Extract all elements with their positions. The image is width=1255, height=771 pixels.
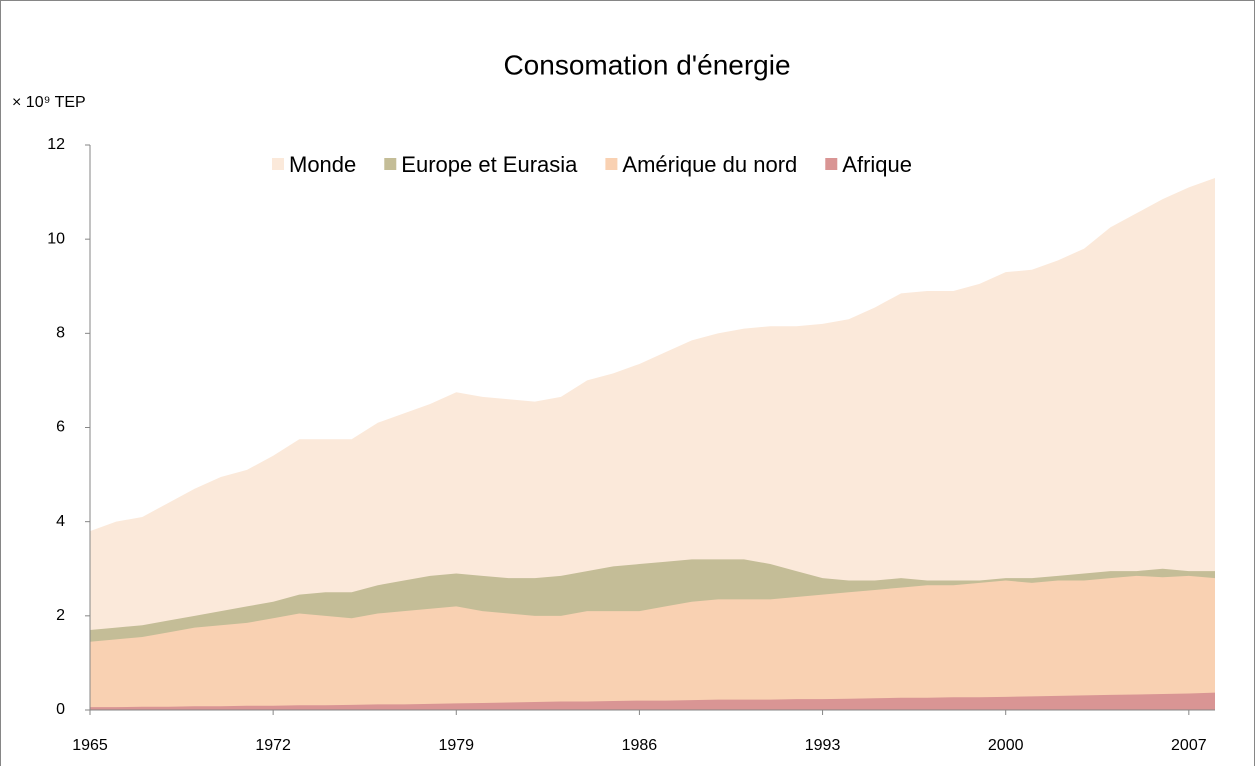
legend-swatch	[272, 158, 284, 170]
x-tick-label: 2000	[988, 737, 1024, 754]
x-tick-label: 1972	[255, 737, 291, 754]
legend-label: Amérique du nord	[622, 152, 797, 177]
legend-swatch	[384, 158, 397, 170]
legend-swatch	[605, 158, 618, 170]
x-tick-label: 2007	[1171, 737, 1207, 754]
y-tick-label: 8	[56, 325, 65, 342]
y-tick-label: 10	[47, 230, 65, 247]
y-tick-label: 2	[56, 607, 65, 624]
y-tick-label: 0	[56, 701, 65, 718]
y-axis-label: × 10⁹ TEP	[12, 94, 86, 111]
x-tick-label: 1979	[438, 737, 474, 754]
area	[90, 177, 1215, 711]
legend-label: Monde	[289, 152, 356, 177]
legend-swatch	[825, 158, 838, 170]
y-tick-label: 6	[56, 419, 65, 436]
x-tick-label: 1986	[622, 737, 658, 754]
chart-title: Consomation d'énergie	[503, 49, 790, 80]
y-tick-label: 12	[47, 136, 65, 153]
y-tick-label: 4	[56, 513, 65, 530]
legend-label: Europe et Eurasia	[401, 152, 578, 177]
x-tick-label: 1993	[805, 737, 841, 754]
x-tick-label: 1965	[72, 737, 108, 754]
area	[90, 692, 1215, 710]
area	[90, 575, 1215, 710]
legend-label: Afrique	[842, 152, 912, 177]
